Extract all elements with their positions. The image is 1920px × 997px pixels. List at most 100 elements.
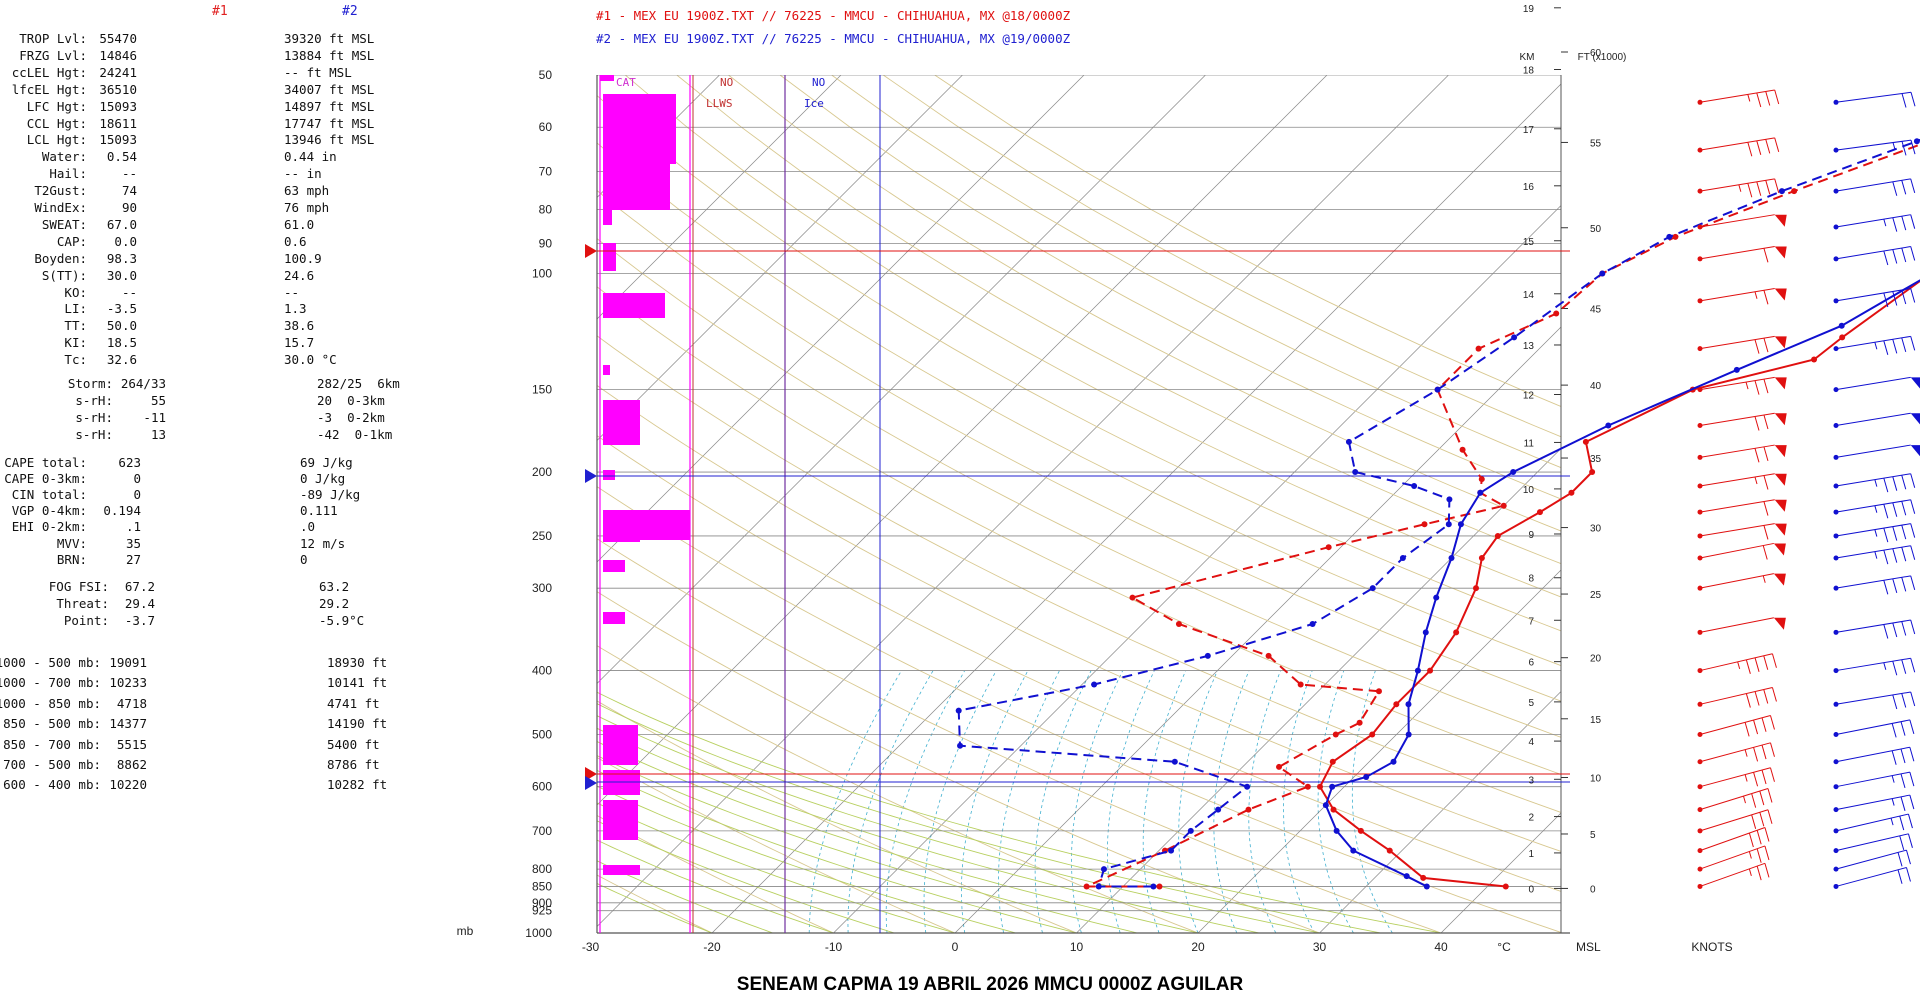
wind-barb-2 [1835, 412, 1911, 426]
wind-barb-2-barb [1910, 214, 1916, 229]
wind-barb-1-barb [1769, 742, 1775, 757]
series2-temperature-point [1333, 827, 1340, 834]
stat-value-2: 34007 ft MSL [284, 81, 375, 97]
wind-barb-2-barb [1910, 140, 1916, 155]
wind-barb-1-barb [1753, 719, 1759, 735]
wind-barb-1-barb [1767, 809, 1773, 824]
icing-top-cap [600, 75, 614, 81]
isotherm-line [597, 75, 963, 441]
wind-barb-2-barb [1910, 473, 1916, 488]
cape-label: VGP 0-4km: [11, 503, 87, 519]
wind-barb-1-barb [1756, 848, 1762, 863]
series1-temperature [1318, 279, 1920, 888]
col-header-1: #1 [212, 4, 228, 19]
series2-dewpoint-point [1095, 883, 1102, 890]
dry-adiabat-line [597, 435, 1561, 892]
moist-adiabat-line [597, 883, 713, 933]
wind-barb-1-barb [1763, 378, 1769, 394]
dry-adiabat-line [597, 874, 713, 933]
storm-value-1: -11 [143, 409, 166, 425]
wind-barb-2 [1835, 691, 1911, 705]
wind-barb-2 [1835, 657, 1911, 672]
moist-adiabat-line [597, 860, 773, 933]
wind-barb-2-barb [1910, 545, 1916, 560]
wind-barb-2-barb [1907, 813, 1913, 829]
wind-barb-2-barb [1910, 92, 1916, 107]
wind-barb-1 [1699, 788, 1769, 811]
stat-value-2: 0.6 [284, 233, 307, 249]
wind-barb-2-barb [1897, 852, 1903, 867]
wind-barb-2-half-barb [1883, 218, 1887, 227]
thick-label: 600 - 400 mb: [3, 777, 101, 793]
wind-barb-2-base [1833, 99, 1839, 105]
series2-temperature-point [1457, 521, 1464, 528]
wind-barb-2-barb [1883, 549, 1889, 565]
wind-barb-2-base [1833, 668, 1839, 674]
dry-adiabat-line [597, 538, 1442, 933]
dry-adiabat-line [597, 94, 1561, 632]
wind-barb-2-base [1833, 848, 1839, 854]
ice-label: Ice [804, 97, 824, 110]
km-tick-label: 16 [1523, 182, 1535, 193]
series1-temperature-point [1494, 532, 1501, 539]
wind-barb-1-barb [1763, 338, 1769, 353]
stat-value-2: 38.6 [284, 318, 315, 334]
series2-temperature-point [1838, 322, 1845, 329]
wind-barb-2 [1835, 178, 1911, 192]
stat-value-1: 74 [121, 183, 137, 199]
wind-barb-1-flag [1774, 413, 1787, 426]
wind-barb-1-barb [1765, 180, 1771, 195]
wind-barb-2-barb [1907, 833, 1913, 848]
wind-barb-1 [1699, 523, 1775, 537]
ft-label: FT (x1000) [1578, 52, 1627, 63]
wind-barb-1-half-barb [1738, 184, 1742, 192]
wind-barb-1 [1699, 767, 1771, 788]
stat-label: ccLEL Hgt: [11, 64, 87, 80]
wind-barb-1-barb [1762, 545, 1768, 560]
series2-temperature-point [1733, 366, 1740, 373]
wind-barb-1 [1699, 542, 1774, 559]
wind-barb-1-flag [1774, 523, 1787, 536]
wind-barb-1-base [1697, 188, 1703, 194]
km-tick-label: 0 [1528, 884, 1534, 895]
wind-barb-1-barb [1774, 137, 1780, 152]
wind-barb-1-base [1697, 828, 1703, 834]
wind-barb-2-barb [1901, 180, 1907, 195]
wind-barb-2 [1835, 246, 1911, 260]
wind-barb-1-barb [1747, 142, 1753, 157]
stat-label: CCL Hgt: [26, 115, 87, 131]
isotherm-line [1319, 691, 1561, 933]
series2-dewpoint-point [1913, 138, 1920, 145]
wind-barb-2 [1835, 575, 1911, 589]
series2-dewpoint-point [1168, 847, 1175, 854]
dry-adiabat-line [597, 814, 834, 933]
wind-barb-2-base [1833, 828, 1839, 834]
ft-tick-label: 15 [1590, 715, 1602, 726]
wind-barb-1-barb [1754, 339, 1760, 354]
storm-label: s-rH: [75, 409, 113, 425]
series2-temperature-point [1405, 731, 1412, 738]
ft-tick-label: 10 [1590, 773, 1602, 784]
km-tick-label: 3 [1528, 775, 1534, 786]
series2-temperature-point [1329, 783, 1336, 790]
wind-barb-1-barb [1769, 767, 1775, 782]
cape-value-1: 27 [125, 551, 141, 567]
pressure-tick-label: 50 [539, 68, 553, 82]
stat-value-1: -3.5 [106, 301, 137, 317]
wind-barb-1 [1699, 473, 1775, 487]
wind-barb-1-base [1697, 585, 1703, 591]
wind-barb-2-base [1833, 731, 1839, 737]
wind-barb-1 [1699, 214, 1775, 228]
wind-barb-2-barb [1883, 250, 1889, 266]
wind-barb-1 [1699, 742, 1771, 763]
wind-barb-1-barb [1767, 788, 1773, 803]
isotherm-line [597, 75, 599, 77]
mixing-ratio-line [1317, 670, 1354, 933]
wind-barb-1 [1699, 687, 1773, 705]
wind-barb-2-base [1833, 807, 1839, 813]
wind-barb-2-base [1833, 585, 1839, 591]
stat-label: CAP: [56, 233, 87, 249]
km-tick-label: 7 [1528, 616, 1534, 627]
wind-barb-2-barb [1901, 93, 1907, 108]
pressure-tick-label: 900 [532, 896, 552, 910]
